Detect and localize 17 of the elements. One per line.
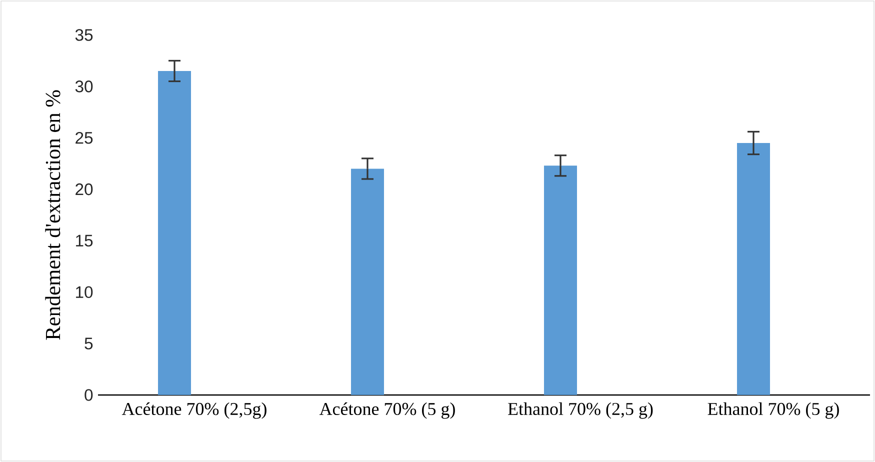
y-tick-label: 20 <box>76 183 93 196</box>
y-tick-label: 35 <box>75 29 93 41</box>
bar <box>158 71 191 395</box>
x-tick-label: Ethanol 70% (2,5 g) <box>508 402 653 419</box>
y-tick-label: 25 <box>76 132 93 144</box>
y-axis-title: Rendement d'extraction en % <box>45 90 60 340</box>
y-tick-label: 15 <box>76 234 93 247</box>
bar <box>737 143 770 395</box>
y-tick-label: 0 <box>84 389 93 401</box>
y-tick-label: 5 <box>84 338 93 350</box>
bar <box>351 168 384 395</box>
bar <box>544 166 577 395</box>
x-tick-label: Acétone 70% (5 g) <box>319 402 455 419</box>
y-tick-label: 30 <box>75 80 93 92</box>
x-tick-label: Ethanol 70% (5 g) <box>708 402 839 419</box>
x-tick-label: Acétone 70% (2,5g) <box>122 402 266 419</box>
y-tick-label: 10 <box>76 286 93 298</box>
